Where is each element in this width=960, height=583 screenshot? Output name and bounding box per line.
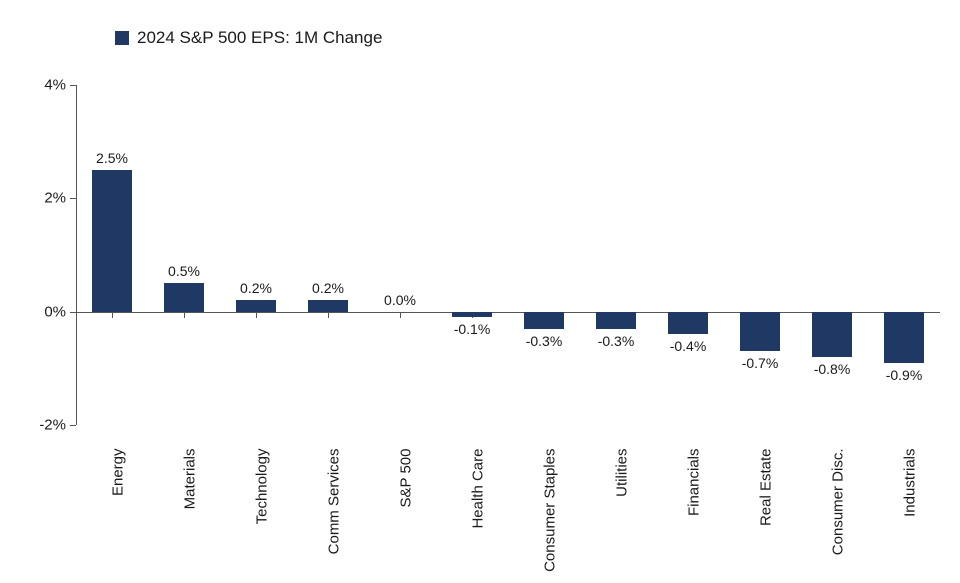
bar (92, 170, 132, 312)
category-label: S&P 500 (398, 449, 415, 583)
x-axis-line (76, 312, 940, 313)
bar (596, 312, 636, 329)
bar (164, 283, 204, 311)
bar-value-label: -0.3% (598, 333, 635, 349)
bar (452, 312, 492, 318)
y-tick (70, 85, 76, 86)
category-label: Materials (182, 449, 199, 583)
bar-value-label: 0.2% (312, 280, 344, 296)
y-tick-label: 4% (11, 77, 66, 94)
bar-value-label: -0.1% (454, 321, 491, 337)
bar (236, 300, 276, 311)
y-tick (70, 198, 76, 199)
bar-value-label: 0.5% (168, 263, 200, 279)
category-label: Utilities (614, 449, 631, 583)
category-label: Consumer Staples (542, 449, 559, 583)
y-tick-label: 0% (11, 303, 66, 320)
eps-change-bar-chart: 2024 S&P 500 EPS: 1M Change -2% 0% 2% 4% 2.5… (0, 0, 960, 583)
bar-value-label: -0.7% (742, 355, 779, 371)
x-tick (112, 312, 113, 318)
y-tick-label: -2% (11, 417, 66, 434)
category-label: Energy (110, 449, 127, 583)
bar-value-label: -0.3% (526, 333, 563, 349)
x-tick (328, 312, 329, 318)
bar-value-label: 2.5% (96, 150, 128, 166)
bar-value-label: -0.8% (814, 361, 851, 377)
bar (812, 312, 852, 357)
bar (308, 300, 348, 311)
bar (524, 312, 564, 329)
x-tick (400, 312, 401, 318)
x-tick (184, 312, 185, 318)
category-label: Technology (254, 449, 271, 583)
x-tick (256, 312, 257, 318)
legend-swatch (115, 31, 129, 45)
category-label: Comm Services (326, 449, 343, 583)
bar-value-label: 0.0% (384, 292, 416, 308)
legend-label: 2024 S&P 500 EPS: 1M Change (137, 28, 382, 48)
chart-legend: 2024 S&P 500 EPS: 1M Change (115, 28, 382, 48)
y-tick (70, 312, 76, 313)
category-label: Financials (686, 449, 703, 583)
category-label: Consumer Disc. (830, 449, 847, 583)
y-axis-line (76, 85, 77, 425)
bar-value-label: 0.2% (240, 280, 272, 296)
bar (884, 312, 924, 363)
bar-value-label: -0.9% (886, 367, 923, 383)
y-tick (70, 425, 76, 426)
bar-value-label: -0.4% (670, 338, 707, 354)
category-label: Industrials (902, 449, 919, 583)
category-label: Health Care (470, 449, 487, 583)
category-label: Real Estate (758, 449, 775, 583)
bar (740, 312, 780, 352)
y-tick-label: 2% (11, 190, 66, 207)
bar (668, 312, 708, 335)
